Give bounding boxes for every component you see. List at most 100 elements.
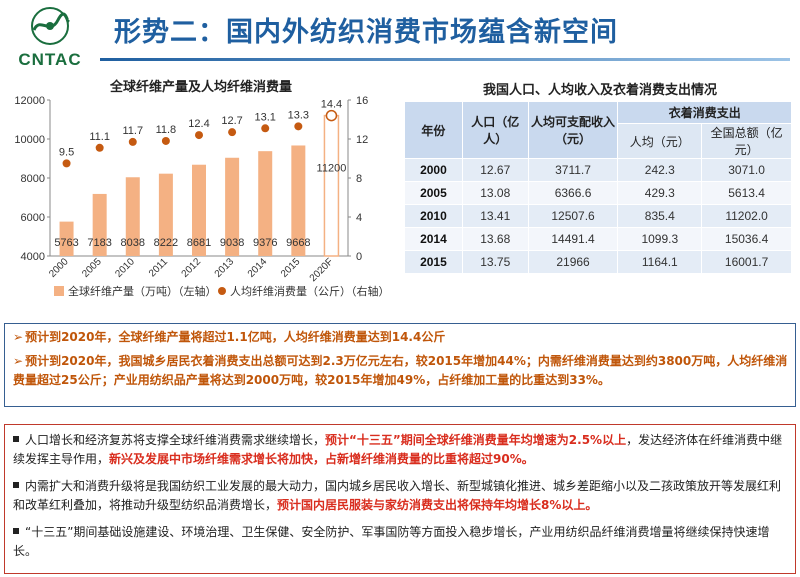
cell-per-capita: 1099.3: [617, 227, 703, 251]
left-tick-label: 8000: [21, 173, 45, 185]
table-body: 2000 12.67 3711.7 242.3 3071.0 2005 13.0…: [404, 158, 792, 274]
cntac-logo: CNTAC: [4, 6, 96, 72]
table-row: 2005 13.08 6366.6 429.3 5613.4: [404, 181, 792, 205]
dot: [161, 136, 170, 145]
bar-label: 8222: [154, 237, 178, 249]
driver1-highlight-b: 新兴及发展中市场纤维需求增长将加快，占新增纤维消费量的比重将超过90%。: [109, 452, 534, 466]
cell-per-capita: 1164.1: [617, 250, 703, 274]
dot: [62, 159, 71, 168]
driver1-highlight-a: 预计“十三五”期间全球纤维消费量年均增速为2.5%以上: [325, 433, 627, 447]
x-tick-label: 2010: [113, 256, 137, 280]
cell-income: 21966: [527, 250, 619, 274]
bar-label: 8681: [187, 237, 211, 249]
left-tick-label: 4000: [21, 251, 45, 263]
cell-year: 2014: [404, 227, 463, 251]
header-per-capita: 人均（元）: [617, 123, 703, 159]
forecast-text-1: 预计到2020年，全球纤维产量将超过1.1亿吨，人均纤维消费量达到14.4公斤: [25, 330, 446, 344]
x-tick-label: 2013: [213, 256, 237, 280]
driver-item-global: 人口增长和经济复苏将支撑全球纤维消费需求继续增长，预计“十三五”期间全球纤维消费…: [13, 431, 787, 469]
cell-year: 2005: [404, 181, 463, 205]
cell-population: 12.67: [461, 158, 529, 182]
driver-item-industrial: “十三五”期间基础设施建设、环境治理、卫生保健、安全防护、军事国防等方面投入稳步…: [13, 523, 787, 561]
bar-label: 9038: [220, 237, 244, 249]
x-tick-label: 2000: [47, 256, 71, 280]
dot: [128, 137, 137, 146]
cell-year: 2000: [404, 158, 463, 182]
dot-label: 13.3: [288, 109, 309, 121]
bar: [158, 173, 173, 256]
driver-item-domestic: 内需扩大和消费升级将是我国纺织工业发展的最大动力，国内城乡居民收入增长、新型城镇…: [13, 477, 787, 515]
dot-label: 11.8: [156, 124, 177, 136]
bar-label: 9376: [253, 237, 277, 249]
dot-label: 12.4: [188, 118, 209, 130]
dot: [228, 128, 237, 137]
bar-label: 8038: [121, 237, 145, 249]
forecast-line-domestic: ➢ 预计到2020年，我国城乡居民衣着消费支出总额可达到2.3万亿元左右，较201…: [13, 352, 789, 390]
cell-total: 5613.4: [701, 181, 792, 205]
bar-label: 7183: [87, 237, 111, 249]
bar-label: 9668: [286, 237, 310, 249]
left-tick-label: 12000: [14, 95, 45, 107]
header-clothing: 衣着消费支出: [617, 101, 792, 124]
bar: [225, 157, 240, 256]
header-population: 人口（亿人）: [461, 101, 529, 159]
cell-total: 11202.0: [701, 204, 792, 228]
dot: [261, 124, 270, 133]
dot: [195, 131, 203, 140]
x-tick-label: 2011: [147, 256, 170, 279]
dot-label: 12.7: [221, 115, 242, 127]
x-tick-label: 2014: [246, 256, 270, 280]
drivers-box: 人口增长和经济复苏将支撑全球纤维消费需求继续增长，预计“十三五”期间全球纤维消费…: [4, 424, 796, 574]
forecast-box: ➢ 预计到2020年，全球纤维产量将超过1.1亿吨，人均纤维消费量达到14.4公斤…: [4, 323, 796, 407]
cell-total: 15036.4: [701, 227, 792, 251]
right-tick-label: 16: [356, 95, 368, 107]
bar: [59, 221, 74, 256]
left-tick-label: 6000: [21, 212, 45, 224]
arrow-icon: ➢: [13, 330, 24, 344]
population-income-table: 年份 人口（亿人） 人均可支配收入（元） 衣着消费支出 人均（元） 全国总额（亿…: [404, 101, 792, 274]
bar: [92, 193, 107, 256]
x-tick-label: 2015: [279, 256, 303, 280]
cell-per-capita: 242.3: [617, 158, 703, 182]
x-tick-label: 2020F: [308, 256, 336, 284]
table-title: 我国人口、人均收入及衣着消费支出情况: [482, 83, 717, 98]
cell-income: 14491.4: [527, 227, 619, 251]
forecast-line-global: ➢ 预计到2020年，全球纤维产量将超过1.1亿吨，人均纤维消费量达到14.4公斤: [13, 328, 783, 347]
legend-bar-label: 全球纤维产量（万吨）（左轴）: [68, 284, 217, 298]
right-tick-label: 4: [356, 212, 362, 224]
cell-population: 13.75: [461, 250, 529, 274]
bar: [291, 145, 306, 256]
driver3-text: “十三五”期间基础设施建设、环境治理、卫生保健、安全防护、军事国防等方面投入稳步…: [13, 525, 770, 558]
header: CNTAC 形势二：国内外纺织消费市场蕴含新空间: [0, 0, 800, 74]
x-tick-label: 2005: [80, 256, 104, 280]
bullet-icon: [13, 527, 19, 534]
dot-forecast: [325, 109, 338, 122]
chart-title: 全球纤维产量及人均纤维消费量: [109, 80, 292, 95]
forecast-text-2: 预计到2020年，我国城乡居民衣着消费支出总额可达到2.3万亿元左右，较2015…: [13, 354, 788, 387]
legend-dot-label: 人均纤维消费量（公斤）（右轴）: [230, 284, 390, 298]
dot: [95, 143, 104, 152]
bar-label: 11200: [317, 163, 347, 175]
dot-label: 11.1: [89, 131, 110, 143]
logo-mark-icon: [31, 7, 70, 45]
bullet-icon: [13, 481, 19, 488]
bar: [258, 151, 273, 256]
cell-income: 12507.6: [527, 204, 619, 228]
driver1-text-a: 人口增长和经济复苏将支撑全球纤维消费需求继续增长，: [25, 433, 326, 447]
cell-population: 13.68: [461, 227, 529, 251]
left-tick-label: 10000: [14, 134, 45, 146]
page-title: 形势二：国内外纺织消费市场蕴含新空间: [114, 17, 618, 48]
chart-svg: 4000 6000 8000 10000 12000 0 4 8 12 16 5763 9.5 2000…: [14, 95, 390, 298]
bar-label: 5763: [54, 237, 78, 249]
dot-label: 9.5: [59, 146, 74, 158]
header-year: 年份: [404, 101, 463, 159]
cell-year: 2015: [404, 250, 463, 274]
legend-dot-swatch: [218, 287, 226, 295]
cell-per-capita: 835.4: [617, 204, 703, 228]
table-row: 2014 13.68 14491.4 1099.3 15036.4: [404, 227, 792, 251]
title-underline: [100, 58, 790, 61]
table-row: 2015 13.75 21966 1164.1 16001.7: [404, 250, 792, 274]
driver2-text: 内需扩大和消费升级将是我国纺织工业发展的最大动力，国内城乡居民收入增长、新型城镇…: [13, 479, 782, 512]
cell-population: 13.08: [461, 181, 529, 205]
cell-total: 16001.7: [701, 250, 792, 274]
